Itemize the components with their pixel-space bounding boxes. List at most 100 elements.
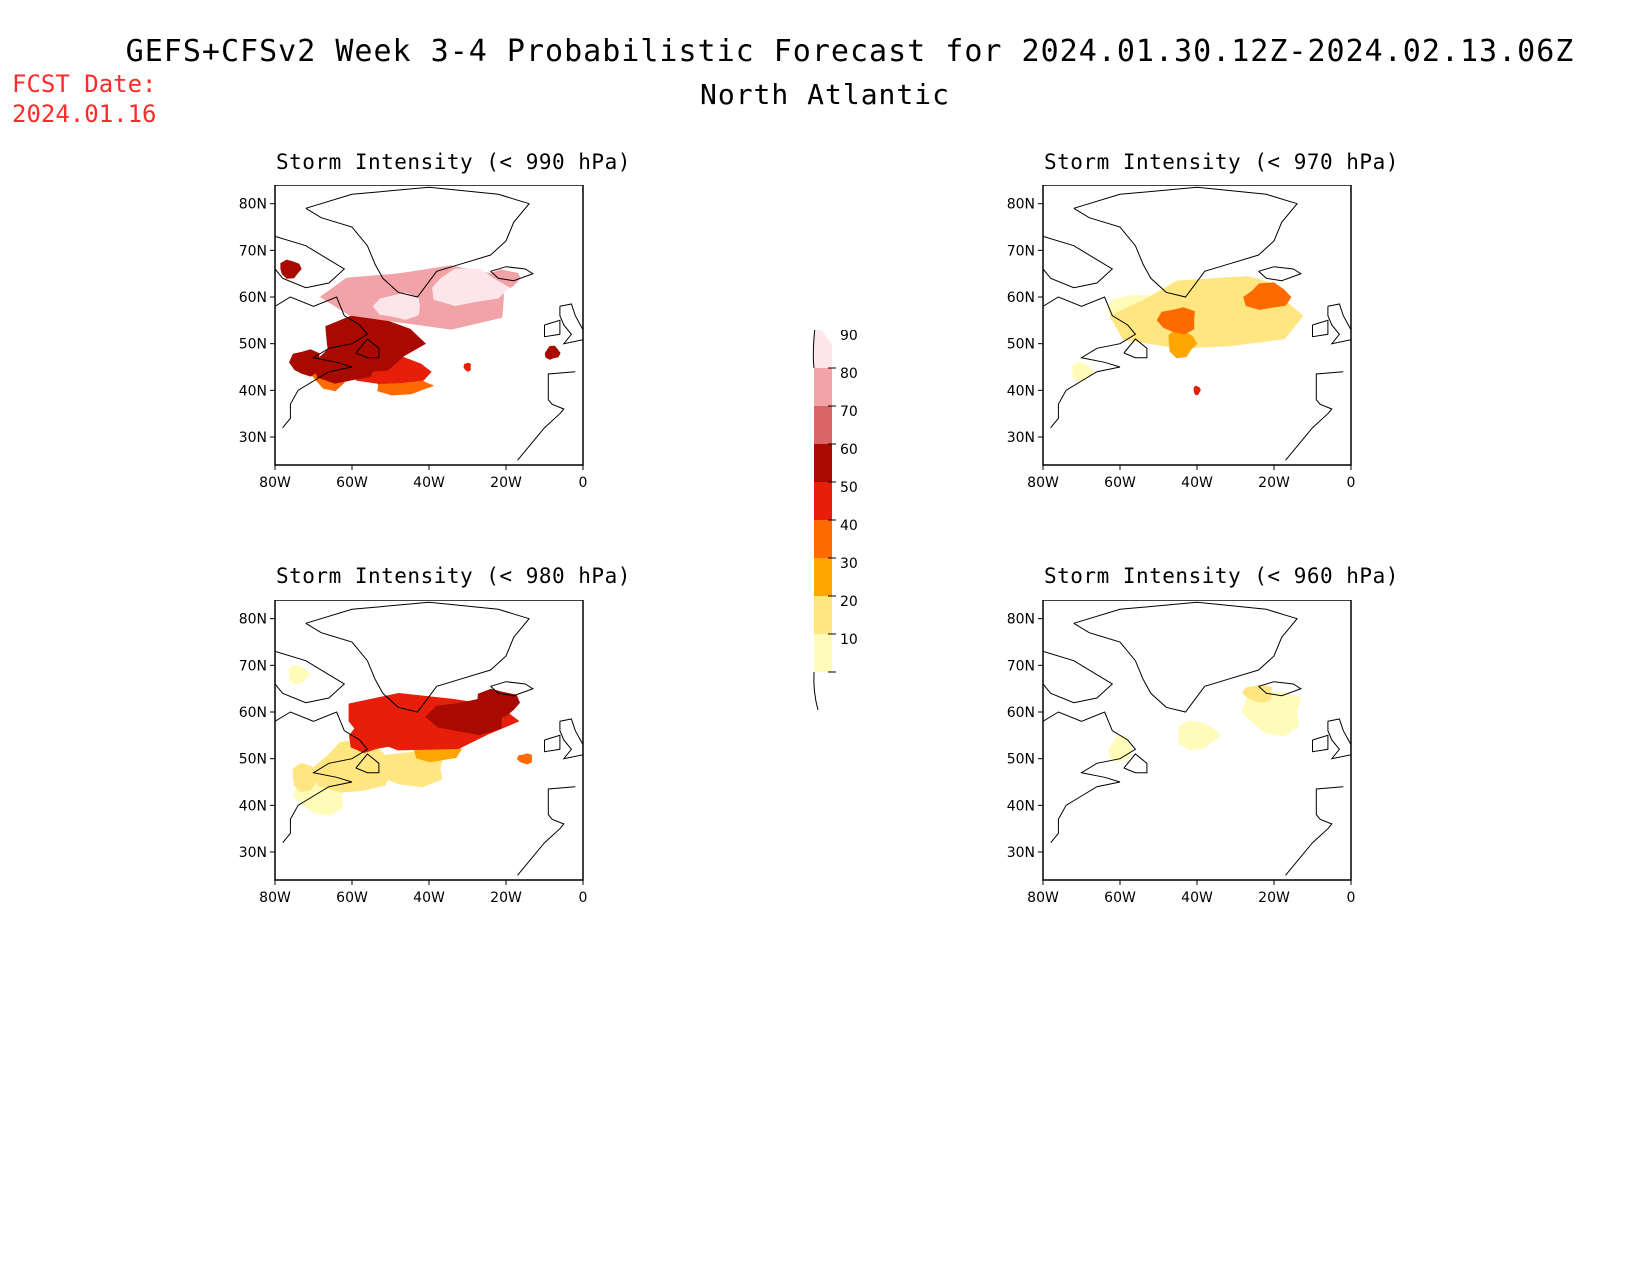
lat-tick-label: 70N [1007, 243, 1035, 259]
coastline [1285, 786, 1344, 876]
coastline [1327, 303, 1351, 345]
colorbar-swatch [814, 368, 832, 406]
colorbar-level-label: 80 [840, 366, 858, 382]
lon-tick-label: 0 [1347, 890, 1356, 906]
coastline [1359, 703, 1371, 717]
coastline [1043, 650, 1114, 704]
probability-region [1168, 329, 1198, 359]
lon-tick-label: 40W [1181, 890, 1213, 906]
probability-region [463, 362, 471, 372]
lat-tick-label: 60N [239, 705, 267, 721]
lat-tick-label: 60N [1007, 290, 1035, 306]
coastline [490, 681, 535, 697]
coastline [1043, 296, 1137, 429]
colorbar-swatch [814, 406, 832, 444]
coastline [490, 266, 535, 282]
coastline [305, 601, 530, 713]
colorbar-swatch [814, 520, 832, 558]
probability-region [1156, 307, 1195, 335]
coastline [559, 303, 583, 345]
lat-tick-label: 50N [239, 337, 267, 353]
lon-tick-label: 80W [1027, 890, 1059, 906]
lon-tick-label: 20W [490, 890, 522, 906]
lat-tick-label: 70N [239, 658, 267, 674]
coastline [275, 650, 346, 704]
lon-tick-label: 20W [490, 475, 522, 491]
colorbar-swatch [814, 444, 832, 482]
probability-region [289, 349, 320, 377]
colorbar-level-label: 90 [840, 330, 858, 344]
probability-region [516, 753, 533, 765]
lat-tick-label: 50N [239, 752, 267, 768]
lat-tick-label: 80N [1007, 197, 1035, 213]
coastline [1073, 186, 1298, 298]
coastline [517, 786, 576, 876]
coastline [1043, 711, 1137, 844]
panel-title-990: Storm Intensity (< 990 hPa) [276, 150, 631, 174]
probability-region [544, 345, 561, 360]
lon-tick-label: 20W [1258, 475, 1290, 491]
probability-region [432, 268, 510, 306]
lon-tick-label: 80W [259, 475, 291, 491]
coastline [591, 288, 603, 302]
fcst-date-value: 2024.01.16 [12, 100, 157, 128]
coastline [275, 296, 369, 429]
lat-tick-label: 30N [239, 845, 267, 861]
coastline [591, 703, 603, 717]
colorbar-legend: 10 20 30 40 50 60 70 80 90 [812, 330, 858, 711]
coastline [355, 753, 380, 774]
coastline [1285, 371, 1344, 461]
lat-tick-label: 40N [1007, 383, 1035, 399]
lon-tick-label: 60W [1104, 475, 1136, 491]
coastline [517, 371, 576, 461]
colorbar-swatch [814, 330, 832, 368]
coastline [355, 338, 380, 359]
lat-tick-label: 30N [1007, 845, 1035, 861]
lon-tick-label: 40W [413, 890, 445, 906]
lon-tick-label: 60W [336, 475, 368, 491]
probability-region [1193, 385, 1201, 396]
lon-tick-label: 0 [1347, 475, 1356, 491]
probability-region [477, 688, 520, 717]
lat-tick-label: 80N [1007, 612, 1035, 628]
probability-region [313, 338, 378, 384]
probability-region [1108, 734, 1133, 762]
coastline [544, 319, 561, 338]
colorbar-level-label: 70 [840, 404, 858, 420]
coastline [1043, 235, 1114, 289]
coastline [275, 711, 369, 844]
lon-tick-label: 40W [413, 475, 445, 491]
coastline [1258, 266, 1303, 282]
lon-tick-label: 60W [336, 890, 368, 906]
map-panel-960: 80N 70N 60N 50N 40N 30N 80W 60W 40W 20W 0 [1007, 600, 1371, 906]
probability-region [288, 665, 311, 685]
lat-tick-label: 50N [1007, 337, 1035, 353]
coastline [1123, 338, 1148, 359]
lat-tick-label: 60N [1007, 705, 1035, 721]
coastline [559, 718, 583, 760]
colorbar-swatch [814, 558, 832, 596]
colorbar-level-label: 10 [840, 632, 858, 648]
probability-region [1071, 362, 1094, 382]
lon-tick-label: 0 [579, 890, 588, 906]
probability-region [1241, 692, 1302, 737]
colorbar-level-label: 30 [840, 556, 858, 572]
lat-tick-label: 50N [1007, 752, 1035, 768]
probability-region [1243, 282, 1292, 310]
colorbar-level-label: 20 [840, 594, 858, 610]
probability-region [1177, 720, 1222, 750]
coastline [1359, 288, 1371, 302]
coastline [1327, 718, 1351, 760]
probability-region [1242, 684, 1273, 703]
lat-tick-label: 60N [239, 290, 267, 306]
map-panel-990: 80N 70N 60N 50N 40N 30N 80W 60W 40W 20W 0 [239, 185, 603, 491]
fcst-date-label: FCST Date: [12, 70, 157, 98]
lon-tick-label: 40W [1181, 475, 1213, 491]
colorbar-swatch [814, 634, 832, 672]
colorbar-swatch [814, 482, 832, 520]
lon-tick-label: 80W [259, 890, 291, 906]
colorbar-level-label: 60 [840, 442, 858, 458]
probability-region [349, 716, 397, 754]
panel-title-960: Storm Intensity (< 960 hPa) [1044, 564, 1399, 588]
coastline [544, 734, 561, 753]
